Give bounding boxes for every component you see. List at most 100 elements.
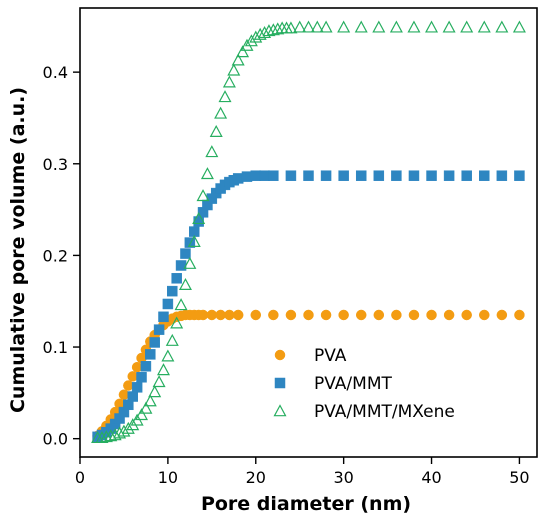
data-point	[117, 424, 131, 437]
data-point	[108, 428, 122, 441]
data-point	[127, 391, 138, 402]
data-point	[180, 248, 191, 259]
data-point	[214, 106, 228, 119]
data-point	[337, 20, 351, 33]
data-point	[460, 20, 474, 33]
data-point	[284, 21, 298, 34]
axes: 0 10 20 30 40 50 0.0 0.1 0.2 0.3 0.4	[43, 7, 538, 487]
data-point	[285, 309, 297, 321]
data-point	[320, 309, 332, 321]
legend-label: PVA/MMT	[314, 374, 392, 394]
data-point	[355, 309, 367, 321]
data-point	[408, 309, 420, 321]
data-point	[123, 380, 134, 391]
data-point	[250, 309, 262, 321]
data-point	[355, 170, 367, 181]
data-point	[303, 170, 314, 181]
y-tick-label: 0.4	[43, 63, 68, 82]
data-point	[319, 20, 333, 33]
data-point	[253, 27, 267, 40]
y-tick-label: 0.2	[43, 246, 68, 265]
data-point	[495, 20, 509, 33]
data-point	[443, 170, 455, 181]
data-point	[241, 171, 253, 182]
legend-label: PVA	[314, 346, 347, 366]
legend: PVA PVA/MMT PVA/MMT/MXene	[273, 346, 455, 422]
data-point	[514, 309, 525, 321]
series-pva	[92, 309, 525, 442]
x-axis-title: Pore diameter (nm)	[201, 493, 411, 515]
data-point	[512, 20, 526, 33]
data-point	[178, 277, 192, 291]
data-point	[442, 20, 456, 33]
data-point	[167, 285, 178, 297]
data-point	[161, 349, 175, 362]
data-point	[149, 337, 160, 348]
data-point	[232, 173, 244, 184]
legend-label: PVA/MMT/MXene	[314, 402, 455, 422]
data-point	[301, 20, 316, 33]
data-point	[354, 20, 368, 33]
data-point	[193, 216, 204, 227]
plot-frame	[79, 7, 538, 458]
data-point	[391, 170, 402, 181]
data-point	[477, 20, 491, 33]
data-point	[266, 23, 280, 36]
data-point	[184, 237, 196, 248]
x-tick-label: 40	[421, 468, 441, 487]
data-point	[389, 20, 403, 33]
data-point	[320, 170, 332, 181]
data-point	[200, 167, 214, 180]
data-point	[285, 170, 297, 181]
data-point	[192, 211, 206, 225]
y-axis-title: Cumulative pore volume (a.u.)	[7, 87, 29, 413]
data-point	[479, 170, 490, 181]
data-point	[206, 309, 218, 321]
data-point	[148, 385, 162, 398]
data-point	[249, 30, 263, 43]
data-point	[209, 124, 223, 137]
legend-marker	[274, 377, 286, 389]
data-point	[171, 273, 182, 284]
data-point	[227, 63, 241, 76]
y-tick-label: 0.3	[43, 155, 68, 174]
data-point	[215, 309, 226, 321]
data-point	[408, 170, 420, 181]
data-point	[162, 298, 174, 310]
data-point	[244, 34, 258, 47]
data-point	[259, 170, 270, 181]
data-point	[170, 316, 184, 329]
data-point	[165, 333, 179, 346]
x-tick-label: 20	[246, 468, 266, 487]
data-point	[232, 309, 244, 321]
data-point	[258, 25, 272, 39]
data-point	[218, 90, 232, 103]
data-point	[104, 429, 118, 442]
data-point	[496, 309, 508, 321]
data-point	[338, 309, 349, 321]
data-point	[262, 24, 276, 37]
data-point	[268, 170, 279, 181]
data-point	[426, 170, 437, 181]
data-point	[121, 421, 135, 434]
data-point	[461, 309, 472, 321]
data-point	[407, 20, 421, 33]
data-point	[197, 309, 209, 321]
data-point	[222, 75, 236, 88]
data-point	[140, 361, 152, 372]
data-point	[293, 20, 307, 33]
data-point	[250, 170, 262, 181]
data-point	[113, 426, 127, 439]
x-tick-label: 30	[333, 468, 353, 487]
data-point	[425, 20, 439, 33]
data-point	[95, 430, 109, 444]
data-point	[443, 309, 455, 321]
data-point	[231, 53, 245, 66]
data-point	[338, 170, 349, 181]
y-tick-label: 0.1	[43, 338, 68, 357]
data-point	[268, 309, 279, 321]
data-point	[205, 145, 219, 158]
data-point	[187, 234, 201, 247]
